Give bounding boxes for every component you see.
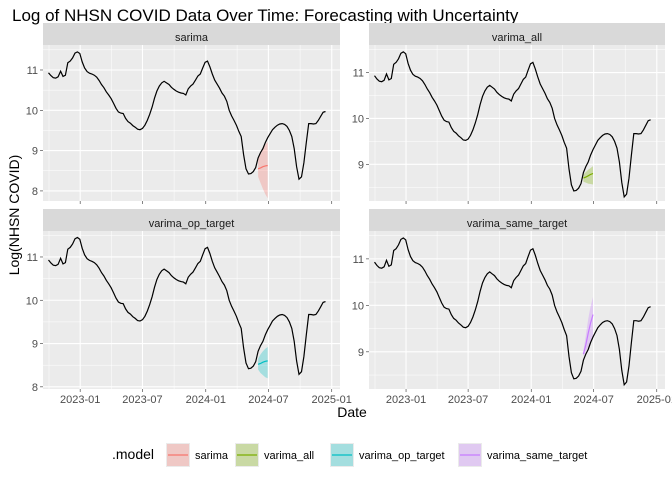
legend-item-sarima: sarima — [166, 443, 229, 467]
forecast-mean-line — [257, 164, 268, 170]
panel-varima_same_target: varima_same_target 9 10 11 2023-01 2023-07 202… — [352, 209, 672, 406]
observed-series-line — [48, 236, 326, 376]
y-tick-label: 9 — [32, 146, 38, 158]
legend-label: varima_same_target — [487, 450, 587, 462]
y-tick-label: 11 — [27, 65, 38, 77]
forecast-mean-line — [583, 172, 594, 179]
facet-strip — [43, 209, 340, 231]
forecast-interval-ribbon — [258, 141, 268, 199]
legend-item-varima_same_target: varima_same_target — [458, 443, 587, 467]
y-axis-title: Log(NHSN COVID) — [6, 155, 22, 276]
facet-strip-label: varima_all — [492, 32, 542, 44]
x-tick-label: 2024-01 — [511, 394, 551, 406]
y-tick-label: 11 — [27, 252, 38, 264]
chart-title: Log of NHSN COVID Data Over Time: Foreca… — [12, 6, 519, 25]
legend-item-varima_op_target: varima_op_target — [330, 443, 445, 467]
x-tick-label: 2023-01 — [386, 394, 426, 406]
forecast-mean-line — [257, 360, 268, 365]
legend-item-varima_all: varima_all — [235, 443, 314, 467]
plot-area — [48, 236, 326, 379]
forecast-mean-line — [582, 314, 594, 355]
y-tick-label: 11 — [353, 254, 364, 266]
legend-label: varima_all — [264, 450, 314, 462]
panel-background — [43, 45, 340, 201]
y-tick-label: 9 — [32, 339, 38, 351]
y-tick-label: 10 — [26, 105, 38, 117]
x-axis-title: Date — [337, 404, 367, 420]
panel-background — [369, 45, 665, 201]
facet-strip — [369, 209, 665, 231]
x-tick-label: 2023-01 — [60, 394, 100, 406]
facet-strip — [43, 23, 340, 45]
x-tick-label: 2024-07 — [248, 394, 288, 406]
x-tick-label: 2024-01 — [186, 394, 226, 406]
y-tick-label: 10 — [352, 113, 364, 125]
y-tick-label: 9 — [358, 347, 364, 359]
x-tick-label: 2025-01 — [312, 394, 352, 406]
facet-strip-label: sarima — [175, 32, 209, 44]
panel-background — [369, 231, 665, 389]
x-tick-label: 2023-07 — [448, 394, 488, 406]
plot-area — [48, 51, 326, 199]
observed-series-line — [374, 51, 651, 199]
x-tick-label: 2024-07 — [573, 394, 613, 406]
y-tick-label: 9 — [358, 159, 364, 171]
y-tick-label: 10 — [26, 295, 38, 307]
panel-varima_op_target: varima_op_target 8 9 10 11 2023-01 2023-07 2024… — [26, 209, 352, 406]
x-tick-label: 2023-07 — [122, 394, 162, 406]
y-tick-label: 10 — [352, 300, 364, 312]
plot-area — [374, 237, 651, 387]
plot-area — [374, 51, 651, 199]
panel-sarima: sarima 8 9 10 11 — [26, 23, 340, 204]
legend: .model sarima varima_all varima_op_target v… — [112, 443, 587, 467]
panel-varima_all: varima_all 9 10 11 — [352, 23, 665, 204]
legend-label: sarima — [195, 450, 229, 462]
facet-panels: sarima891011varima_all91011varima_op_tar… — [26, 23, 672, 406]
x-tick-label: 2025-01 — [637, 394, 672, 406]
legend-label: varima_op_target — [359, 450, 445, 462]
y-tick-label: 8 — [32, 186, 38, 198]
facet-strip-label: varima_same_target — [467, 218, 567, 230]
observed-series-line — [48, 51, 326, 181]
legend-title: .model — [112, 446, 154, 462]
facet-strip-label: varima_op_target — [149, 218, 235, 230]
observed-series-line — [374, 237, 651, 387]
facet-strip — [369, 23, 665, 45]
y-tick-label: 8 — [32, 382, 38, 394]
y-tick-label: 11 — [353, 68, 364, 80]
